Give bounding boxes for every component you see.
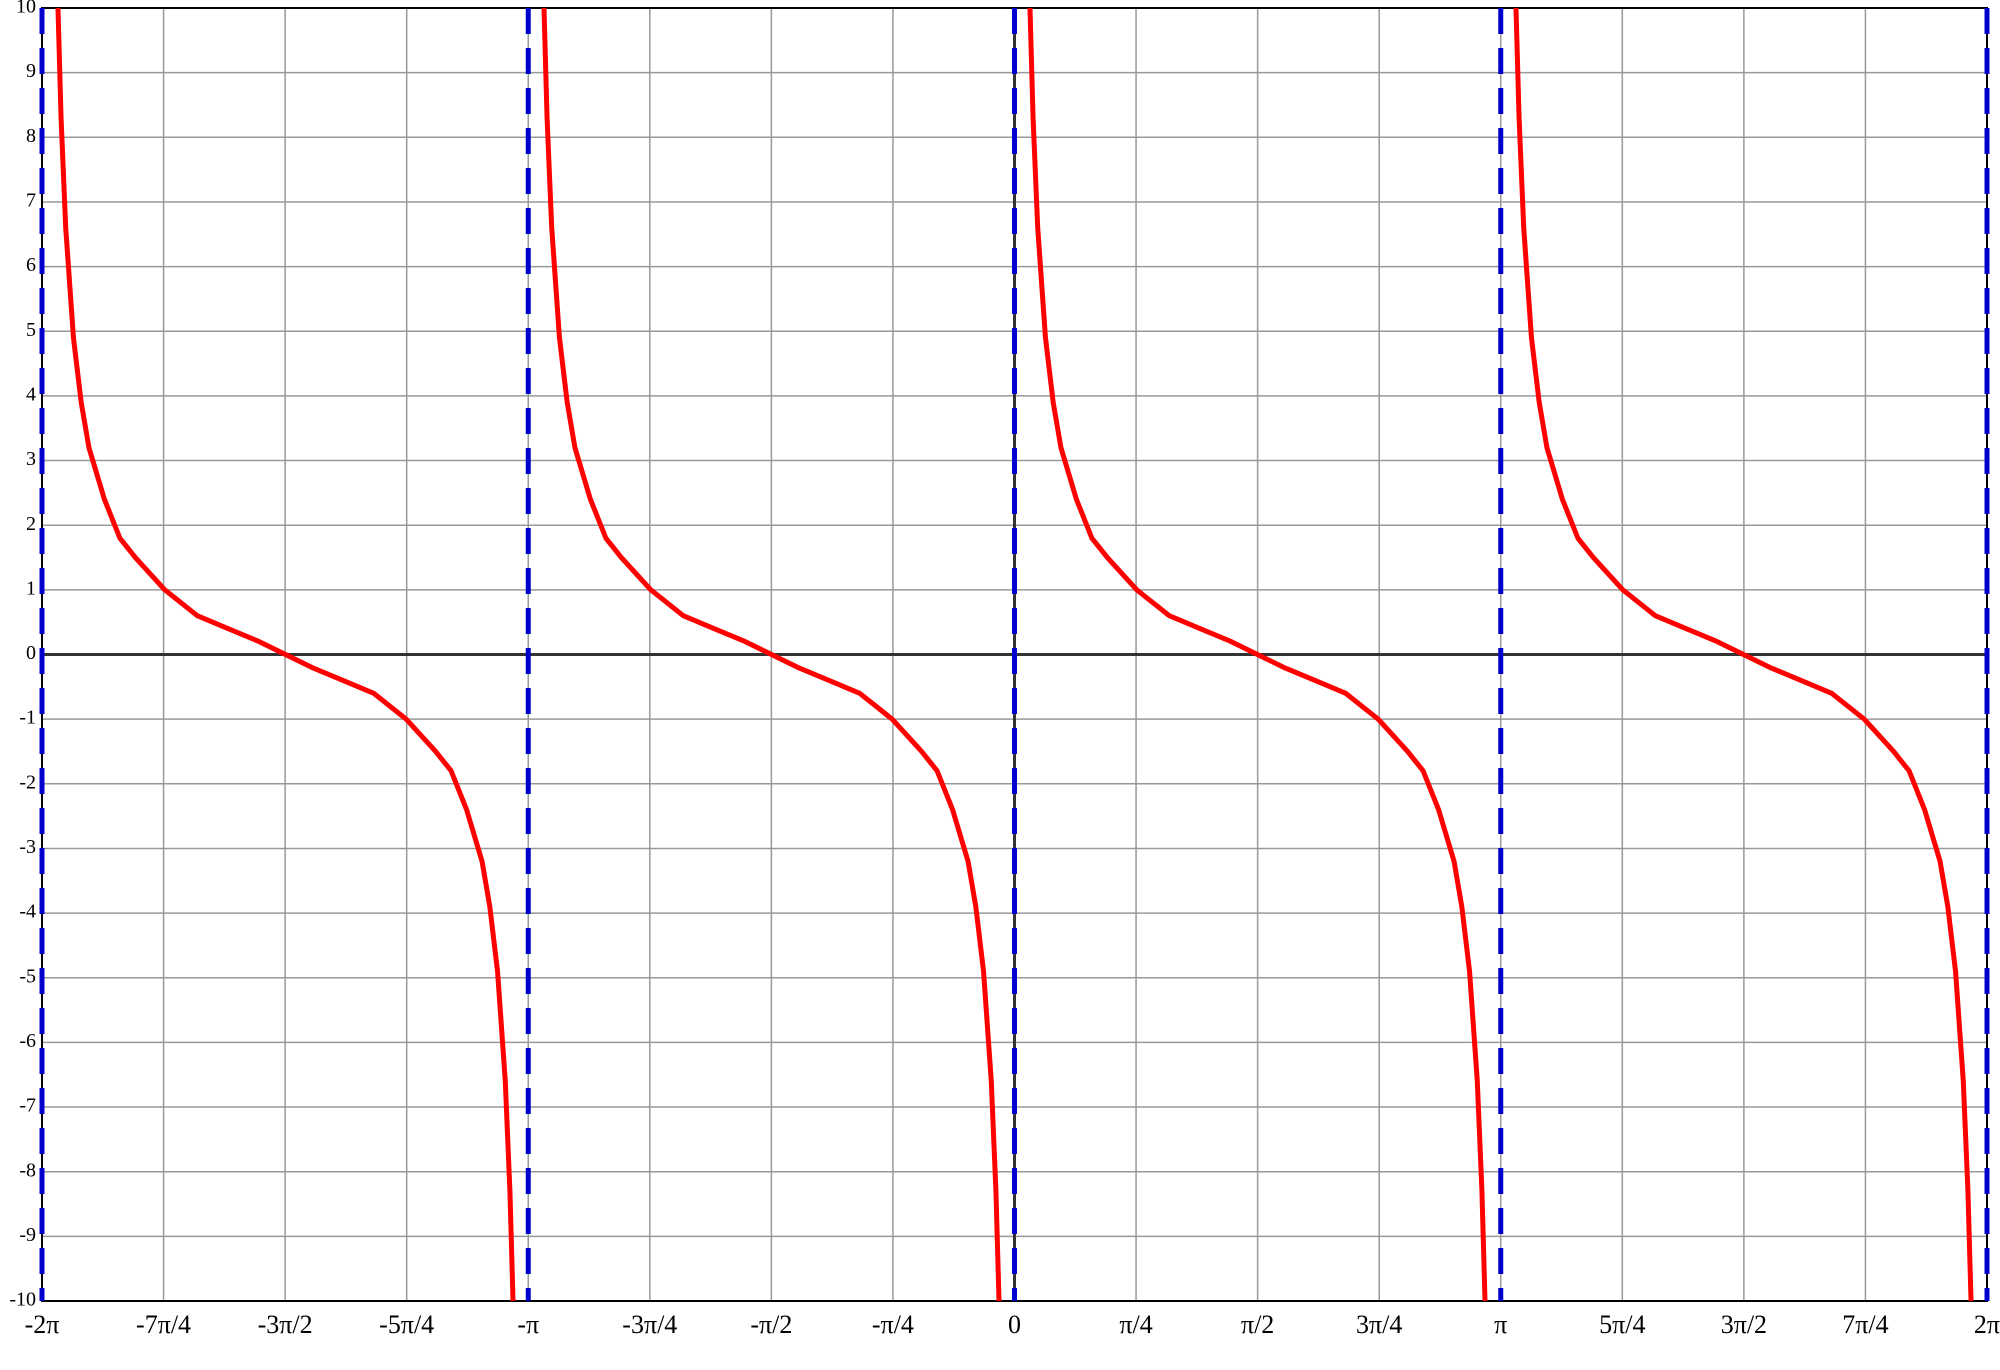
y-tick-label: -10 [9, 1289, 36, 1311]
x-tick-label: -π [517, 1310, 539, 1339]
x-tick-label: -3π/2 [258, 1310, 313, 1339]
y-tick-label: -3 [19, 836, 36, 858]
curve [55, 7, 1974, 1302]
x-tick-label: -π/4 [872, 1310, 914, 1339]
y-tick-label: 5 [26, 319, 36, 341]
x-tick-label: 3π/2 [1721, 1310, 1767, 1339]
y-tick-label: -4 [19, 901, 36, 923]
x-tick-label: 7π/4 [1842, 1310, 1888, 1339]
y-tick-label: 9 [26, 60, 36, 82]
x-tick-label: -5π/4 [379, 1310, 434, 1339]
y-tick-label: 1 [26, 577, 36, 599]
y-tick-label: 10 [16, 0, 36, 18]
x-tick-label: 2π [1974, 1310, 2000, 1339]
x-tick-label: π/4 [1119, 1310, 1152, 1339]
x-tick-label: π [1494, 1310, 1507, 1339]
y-tick-label: 6 [26, 254, 36, 276]
x-tick-label: -π/2 [750, 1310, 792, 1339]
y-tick-label: -1 [19, 707, 36, 729]
y-tick-label: -8 [19, 1159, 36, 1181]
y-tick-label: 0 [26, 642, 36, 664]
y-tick-label: 3 [26, 448, 36, 470]
x-tick-label: -7π/4 [136, 1310, 191, 1339]
y-tick-label: -5 [19, 965, 36, 987]
x-tick-label: -3π/4 [622, 1310, 677, 1339]
y-tick-label: -2 [19, 771, 36, 793]
y-tick-label: -9 [19, 1224, 36, 1246]
x-tick-label: π/2 [1241, 1310, 1274, 1339]
x-tick-label: 3π/4 [1356, 1310, 1402, 1339]
y-tick-label: -6 [19, 1030, 36, 1052]
x-tick-label: -2π [25, 1310, 60, 1339]
x-tick-label: 5π/4 [1599, 1310, 1645, 1339]
x-tick-label: 0 [1008, 1310, 1021, 1339]
y-tick-label: 2 [26, 513, 36, 535]
y-tick-label: -7 [19, 1095, 36, 1117]
y-tick-label: 7 [26, 190, 36, 212]
y-tick-label: 8 [26, 125, 36, 147]
y-tick-label: 4 [26, 383, 36, 405]
